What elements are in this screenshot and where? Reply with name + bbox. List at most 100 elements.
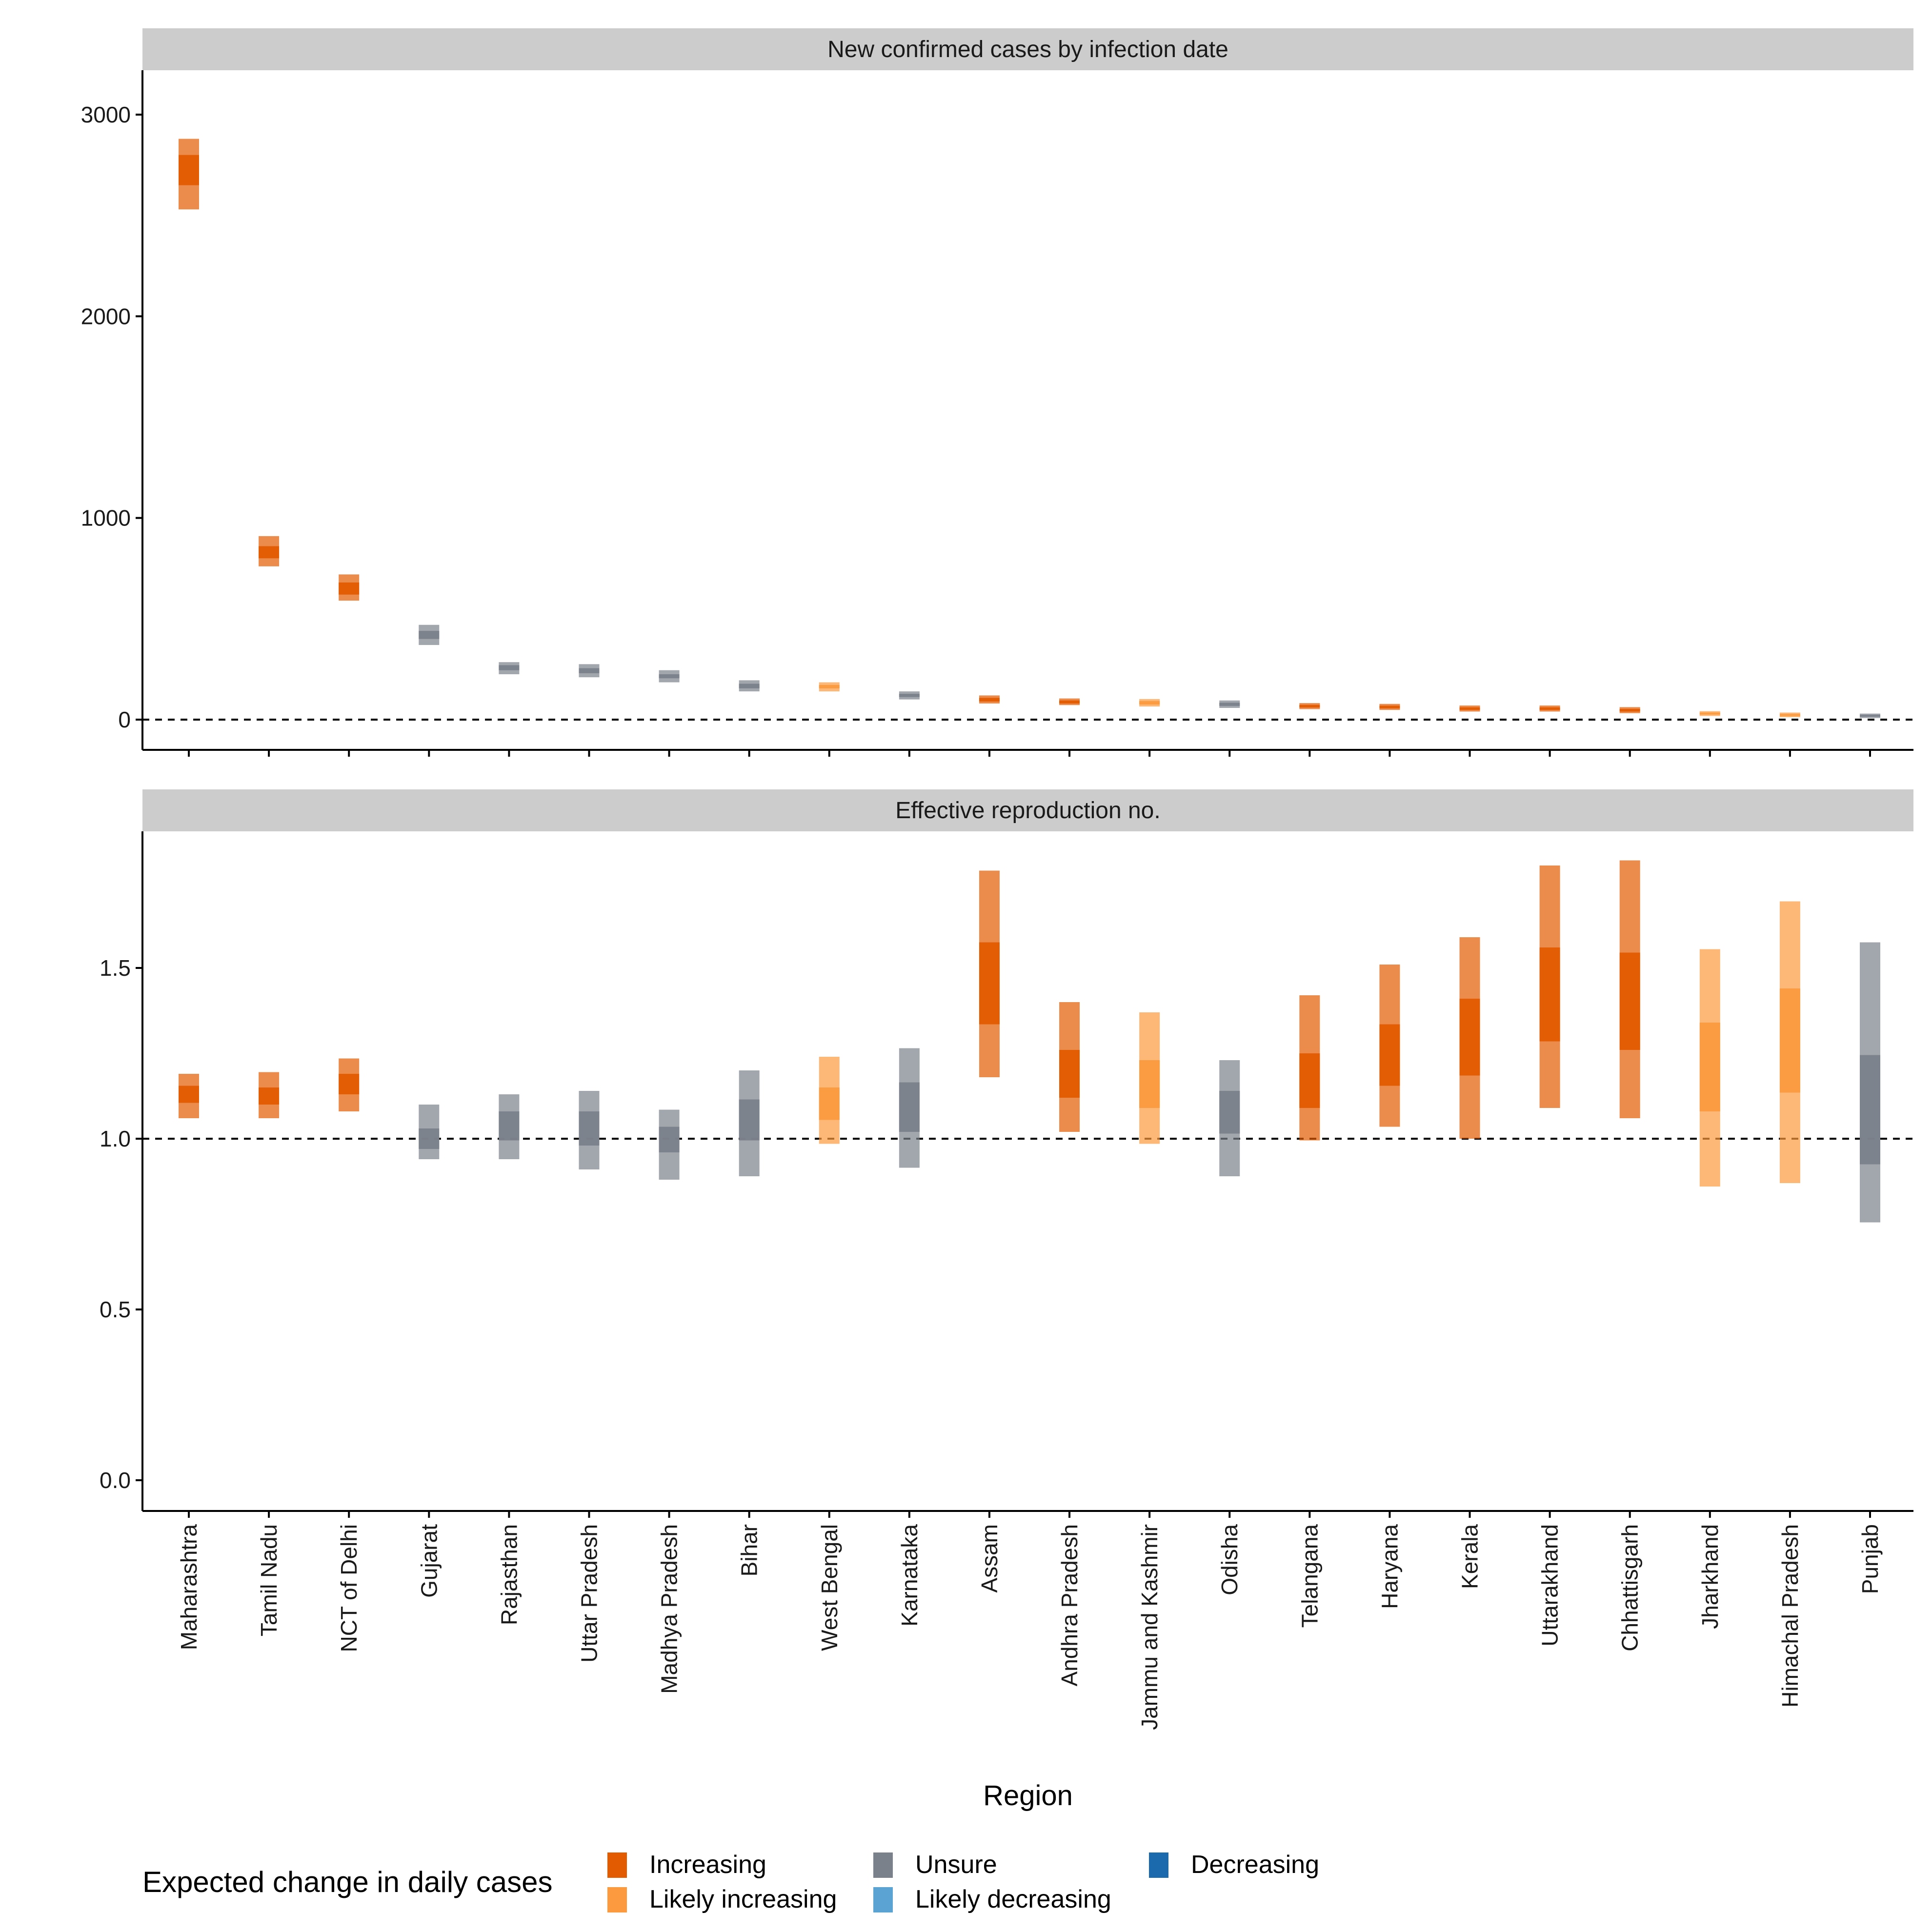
interval-50-punjab [1860,715,1880,717]
interval-50-kerala [1459,707,1480,710]
panel-strip [142,789,1913,831]
legend-label: Likely increasing [649,1885,837,1913]
interval-50-himachal-pradesh [1779,988,1800,1093]
y-tick-label: 1.0 [100,1126,131,1151]
panel-reproduction-number: Effective reproduction no. 0.0 0.5 1.0 1.5 [100,789,1913,1518]
x-tick-label: Punjab [1857,1524,1883,1594]
panel-strip [142,28,1913,70]
interval-50-jharkhand [1699,1023,1720,1111]
x-tick-label: Odisha [1217,1524,1242,1595]
x-tick-label: Haryana [1377,1524,1402,1609]
interval-50-uttar-pradesh [579,1111,600,1146]
interval-50-nct-of-delhi [339,1074,360,1094]
interval-50-tamil-nadu [259,1087,280,1105]
interval-50-madhya-pradesh [659,674,680,679]
x-tick-label: Uttarakhand [1537,1524,1563,1647]
legend-key-decreasing [1149,1852,1168,1878]
interval-50-maharashtra [179,155,199,185]
interval-50-uttar-pradesh [579,668,600,673]
interval-50-chhattisgarh [1619,952,1640,1050]
interval-50-punjab [1860,1055,1880,1165]
interval-50-tamil-nadu [259,546,280,559]
interval-50-jammu-and-kashmir [1139,1060,1160,1108]
x-tick-label: Maharashtra [176,1524,201,1650]
legend-label: Decreasing [1191,1851,1319,1879]
marks [179,139,1880,718]
panel-title: New confirmed cases by infection date [827,37,1228,62]
interval-50-uttarakhand [1539,707,1560,710]
interval-50-andhra-pradesh [1059,1050,1080,1098]
x-tick-label: Jammu and Kashmir [1137,1524,1162,1730]
interval-50-karnataka [899,694,920,697]
interval-50-assam [979,942,1000,1025]
x-tick-label: Telangana [1297,1524,1322,1628]
interval-50-andhra-pradesh [1059,700,1080,704]
x-ticks [188,750,1871,757]
marks [179,860,1880,1223]
panel-title: Effective reproduction no. [895,798,1160,824]
interval-50-haryana [1379,1024,1400,1086]
x-tick-label: Tamil Nadu [256,1524,282,1636]
legend-key-increasing [607,1852,627,1878]
interval-50-karnataka [899,1082,920,1132]
interval-50-telangana [1299,704,1320,708]
x-tick-label: Andhra Pradesh [1057,1524,1082,1686]
y-tick-label: 0 [118,707,131,732]
interval-50-odisha [1219,703,1240,706]
y-tick-label: 0.5 [100,1297,131,1322]
y-tick-label: 2000 [81,303,131,329]
legend-label: Increasing [649,1851,766,1879]
interval-50-assam [979,698,1000,702]
interval-50-nct-of-delhi [339,582,360,595]
interval-50-telangana [1299,1053,1320,1108]
legend-key-likely-increasing [607,1887,627,1912]
interval-50-haryana [1379,705,1400,708]
interval-50-gujarat [419,631,440,639]
legend-key-likely-decreasing [873,1887,893,1912]
y-tick-label: 1000 [81,505,131,531]
legend-label: Unsure [915,1851,997,1879]
interval-50-rajasthan [499,665,520,670]
interval-50-west-bengal [819,1087,840,1120]
y-tick-label: 3000 [81,102,131,127]
interval-50-jammu-and-kashmir [1139,701,1160,704]
x-tick-label: Karnataka [897,1524,922,1627]
x-tick-label: Gujarat [416,1524,442,1598]
x-tick-label: Madhya Pradesh [657,1524,682,1694]
y-ticks: 0 1000 2000 3000 [81,102,142,732]
x-tick-label: Uttar Pradesh [576,1524,602,1663]
interval-50-bihar [739,684,760,688]
x-tick-label: Rajasthan [496,1524,522,1625]
x-tick-label: West Bengal [817,1524,842,1651]
panel-new-cases: New confirmed cases by infection date 0 1… [81,28,1913,757]
interval-50-kerala [1459,999,1480,1076]
interval-50-chhattisgarh [1619,709,1640,712]
y-tick-label: 0.0 [100,1468,131,1493]
x-tick-label: Assam [977,1524,1002,1593]
interval-50-himachal-pradesh [1779,714,1800,716]
interval-50-rajasthan [499,1111,520,1141]
y-ticks: 0.0 0.5 1.0 1.5 [100,955,142,1493]
legend: Expected change in daily cases Increasin… [142,1851,1319,1913]
legend-label: Likely decreasing [915,1885,1111,1913]
x-tick-label: Chhattisgarh [1617,1524,1643,1651]
x-tick-label: Himachal Pradesh [1777,1524,1803,1708]
legend-key-unsure [873,1852,893,1878]
x-axis-title: Region [983,1780,1073,1811]
interval-50-maharashtra [179,1086,199,1103]
interval-50-bihar [739,1099,760,1141]
interval-50-gujarat [419,1128,440,1149]
x-tick-label: Kerala [1457,1524,1483,1589]
interval-50-odisha [1219,1091,1240,1134]
x-tick-labels: Maharashtra Tamil Nadu NCT of Delhi Gujarat… [176,1524,1883,1730]
x-ticks [188,1511,1871,1518]
interval-50-jharkhand [1699,712,1720,715]
x-tick-label: NCT of Delhi [336,1524,362,1652]
x-tick-label: Jharkhand [1697,1524,1723,1629]
interval-50-uttarakhand [1539,947,1560,1042]
interval-50-west-bengal [819,684,840,688]
legend-title: Expected change in daily cases [142,1866,553,1898]
y-tick-label: 1.5 [100,955,131,981]
x-tick-label: Bihar [737,1524,762,1576]
